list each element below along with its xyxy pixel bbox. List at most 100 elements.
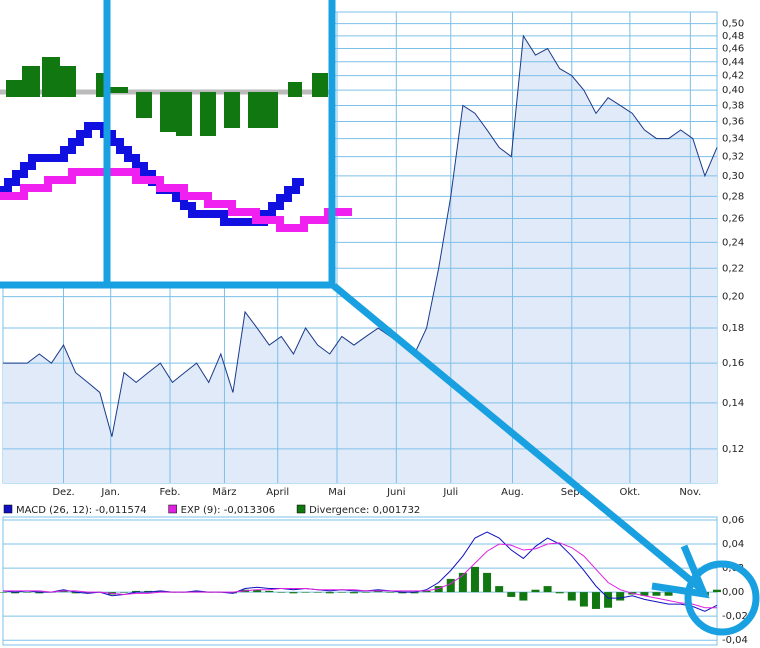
divergence-bar: [156, 590, 165, 593]
divergence-bar: [713, 589, 721, 593]
y-tick-label: 0,34: [722, 134, 744, 145]
y-tick-label: 0,18: [722, 323, 744, 334]
zoom-macd: [0, 122, 304, 226]
divergence-bar: [483, 572, 492, 593]
y-tick-label: 0,50: [722, 19, 744, 30]
x-tick-label: Jan.: [100, 487, 120, 498]
y-tick-label: 0,28: [722, 191, 744, 202]
divergence-bar: [543, 586, 552, 593]
divergence-bar: [289, 592, 298, 594]
divergence-bar: [664, 592, 673, 596]
divergence-bar: [507, 592, 516, 597]
divergence-bar: [0, 592, 7, 593]
y-tick-label: 0,42: [722, 71, 744, 82]
x-tick-label: Aug.: [501, 487, 524, 498]
divergence-bar: [640, 592, 649, 596]
divergence-bar: [35, 592, 44, 594]
legend-label: EXP (9): -0,013306: [181, 505, 275, 516]
x-tick-label: April: [266, 487, 289, 498]
divergence-bar: [120, 592, 129, 593]
y-tick-label: 0,48: [722, 31, 744, 42]
indicator-line: [3, 542, 717, 609]
divergence-bar: [616, 592, 625, 601]
divergence-bar: [519, 592, 528, 601]
y-tick-label: 0,46: [722, 44, 744, 55]
divergence-bar: [374, 590, 383, 593]
x-tick-label: Juli: [442, 487, 458, 498]
divergence-bar: [265, 590, 274, 593]
divergence-bar: [652, 592, 661, 596]
y-tick-label: 0,30: [722, 171, 744, 182]
divergence-bar: [228, 592, 237, 594]
divergence-bar: [132, 590, 141, 593]
y-tick-label: 0,00: [722, 587, 744, 598]
divergence-bar: [567, 592, 576, 601]
y-tick-label: 0,06: [722, 515, 744, 526]
legend-swatch: [168, 504, 177, 514]
y-tick-label: 0,38: [722, 100, 744, 111]
divergence-bar: [422, 590, 431, 593]
x-tick-label: Feb.: [160, 487, 181, 498]
divergence-bar: [11, 592, 20, 594]
y-tick-label: 0,22: [722, 263, 744, 274]
legend-label: Divergence: 0,001732: [309, 505, 420, 516]
zoom-bars: [6, 57, 328, 136]
divergence-bar: [604, 592, 613, 608]
divergence-bar: [144, 590, 153, 593]
x-tick-label: Juni: [386, 487, 405, 498]
divergence-bar: [277, 592, 286, 593]
divergence-bar: [325, 592, 334, 594]
divergence-bar: [337, 592, 346, 593]
divergence-bar: [23, 592, 32, 593]
zoom-inset: [2, 2, 332, 285]
zoom-arrow: [331, 283, 703, 591]
y-tick-label: 0,16: [722, 358, 744, 369]
zoom-frame: [0, 0, 336, 289]
legend-label: MACD (26, 12): -0,011574: [16, 505, 147, 516]
divergence-bar: [579, 592, 588, 607]
divergence-bar: [410, 592, 419, 594]
divergence-bar: [495, 586, 504, 593]
divergence-bar: [458, 572, 467, 593]
y-tick-label: 0,12: [722, 444, 744, 455]
divergence-bar: [313, 592, 322, 593]
plot-area: [2, 516, 718, 646]
divergence-bar: [398, 592, 407, 594]
y-tick-label: 0,36: [722, 117, 744, 128]
divergence-bar: [446, 578, 455, 593]
divergence-bar: [253, 589, 262, 593]
y-tick-label: -0,04: [722, 635, 748, 646]
x-tick-label: Mai: [328, 487, 346, 498]
divergence-bar: [349, 592, 358, 594]
arrow-head: [651, 544, 710, 599]
y-tick-label: 0,32: [722, 152, 744, 163]
divergence-bar: [71, 592, 80, 594]
price-line: [3, 34, 718, 437]
x-tick-label: Dez.: [52, 487, 74, 498]
divergence-bar: [591, 592, 600, 609]
price-area: [3, 35, 717, 484]
divergence-bar: [192, 590, 201, 593]
divergence-bar: [83, 592, 92, 594]
x-tick-label: März: [212, 487, 236, 498]
x-tick-label: Okt.: [619, 487, 640, 498]
y-tick-label: 0,26: [722, 213, 744, 224]
legend-swatch: [3, 504, 13, 514]
divergence-bar: [434, 586, 443, 593]
x-tick-label: Sep.: [561, 487, 583, 498]
highlight-circle: [684, 560, 760, 636]
divergence-bar: [531, 589, 540, 593]
divergence-bar: [362, 592, 371, 593]
y-tick-label: 0,20: [722, 292, 744, 303]
charts: 0,12 0,14 0,16 0,18 0,20 0,22 0,24 0,26 0,28 0,30…: [0, 11, 748, 646]
y-tick-label: 0,04: [722, 539, 744, 550]
divergence-bar: [301, 592, 310, 593]
y-tick-label: 0,14: [722, 398, 744, 409]
y-tick-label: 0,44: [722, 57, 744, 68]
y-tick-label: 0,24: [722, 237, 744, 248]
divergence-bar: [386, 592, 395, 593]
zoom-exp: [0, 168, 352, 232]
y-tick-label: 0,40: [722, 85, 744, 96]
